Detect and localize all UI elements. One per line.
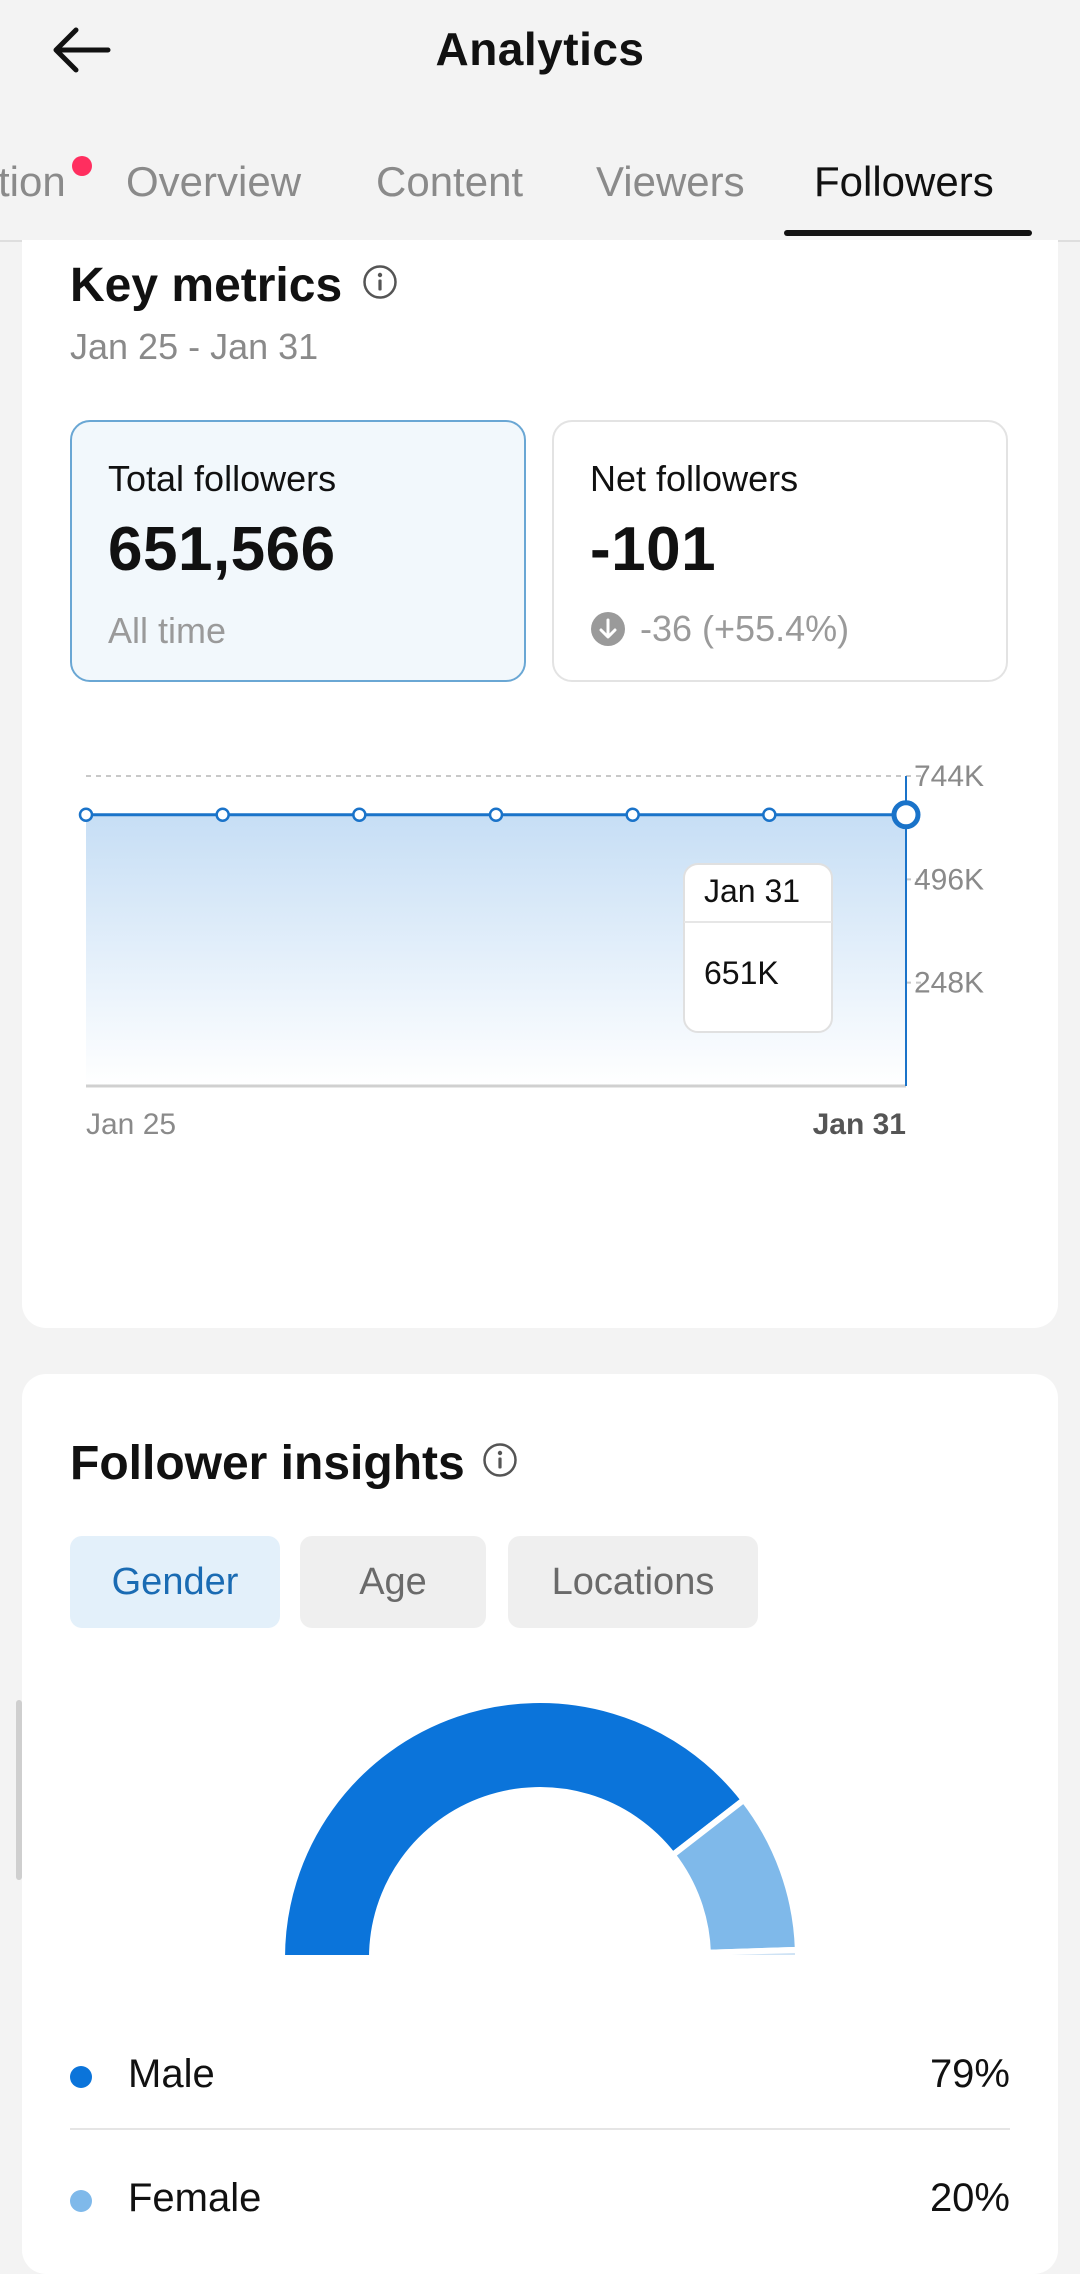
app-header: Analytics	[0, 0, 1080, 100]
x-tick-label: Jan 25	[86, 1108, 176, 1141]
net-followers-change: -36 (+55.4%)	[640, 608, 850, 649]
net-followers-change-row: -36 (+55.4%)	[590, 608, 849, 650]
data-point-selected[interactable]	[891, 800, 921, 830]
tab-viewers[interactable]: Viewers	[596, 158, 745, 205]
data-point[interactable]	[78, 807, 94, 822]
filter-gender[interactable]: Gender	[70, 1536, 280, 1628]
male-percent: 79%	[929, 2052, 1010, 2096]
y-tick-label: 248K	[914, 967, 984, 1000]
gauge-slice-male[interactable]	[278, 1697, 749, 1961]
followers-area-chart[interactable]: 744K 496K 248K Jan 25 Jan 31 Jan 31 651K	[22, 700, 1058, 1420]
total-followers-value: 651,566	[108, 515, 336, 584]
legend-row-male: Male 79%	[70, 2032, 1010, 2122]
data-point[interactable]	[625, 807, 640, 822]
legend-divider	[70, 2128, 1010, 2130]
follower-insights-card: Follower insights Gender Age Locations M…	[22, 1374, 1058, 2274]
info-icon[interactable]	[362, 264, 398, 300]
info-icon[interactable]	[482, 1442, 518, 1478]
net-followers-value: -101	[590, 515, 717, 584]
back-button[interactable]	[44, 18, 116, 82]
tooltip-date: Jan 31	[704, 873, 800, 909]
male-color-dot	[70, 2066, 92, 2088]
gauge-slice-other[interactable]	[704, 1946, 802, 1961]
tab-followers[interactable]: Followers	[814, 158, 994, 205]
chart-tooltip: Jan 31 651K	[683, 863, 833, 1033]
filter-locations[interactable]: Locations	[508, 1536, 758, 1628]
net-followers-label: Net followers	[590, 458, 799, 499]
y-tick-label: 496K	[914, 863, 984, 896]
key-metrics-card: Key metrics Jan 25 - Jan 31 Total follow…	[22, 240, 1058, 1328]
page-title: Analytics	[435, 23, 645, 75]
active-tab-indicator	[784, 230, 1032, 236]
tab-content[interactable]: Content	[376, 158, 524, 205]
follower-insights-title: Follower insights	[70, 1437, 465, 1490]
scroll-indicator	[16, 1700, 22, 1880]
data-point[interactable]	[488, 807, 504, 822]
total-followers-label: Total followers	[108, 458, 337, 499]
data-point[interactable]	[215, 807, 230, 822]
data-point[interactable]	[352, 807, 367, 822]
y-tick-label: 744K	[914, 760, 984, 793]
tooltip-value: 651K	[704, 955, 779, 991]
male-label: Male	[128, 2052, 215, 2096]
key-metrics-title: Key metrics	[70, 259, 343, 312]
tab-overview[interactable]: Overview	[126, 158, 302, 205]
notification-dot	[72, 156, 92, 176]
back-arrow-icon	[53, 27, 111, 73]
female-color-dot	[70, 2190, 92, 2212]
date-range: Jan 25 - Jan 31	[70, 326, 319, 367]
arrow-down-circle-icon	[591, 612, 625, 646]
tab-bar: tion Overview Content Viewers Followers	[0, 120, 1080, 242]
female-percent: 20%	[929, 2176, 1010, 2220]
data-point[interactable]	[762, 807, 777, 822]
total-followers-period: All time	[108, 610, 227, 651]
tab-inspiration[interactable]: tion	[0, 158, 66, 205]
legend-row-female: Female 20%	[70, 2156, 1010, 2246]
net-followers-card[interactable]: Net followers -101 -36 (+55.4%)	[552, 420, 1008, 682]
x-tick-label: Jan 31	[813, 1108, 906, 1141]
gender-gauge-chart[interactable]	[22, 1674, 1058, 1974]
total-followers-card[interactable]: Total followers 651,566 All time	[70, 420, 526, 682]
female-label: Female	[128, 2176, 262, 2220]
filter-age[interactable]: Age	[300, 1536, 486, 1628]
